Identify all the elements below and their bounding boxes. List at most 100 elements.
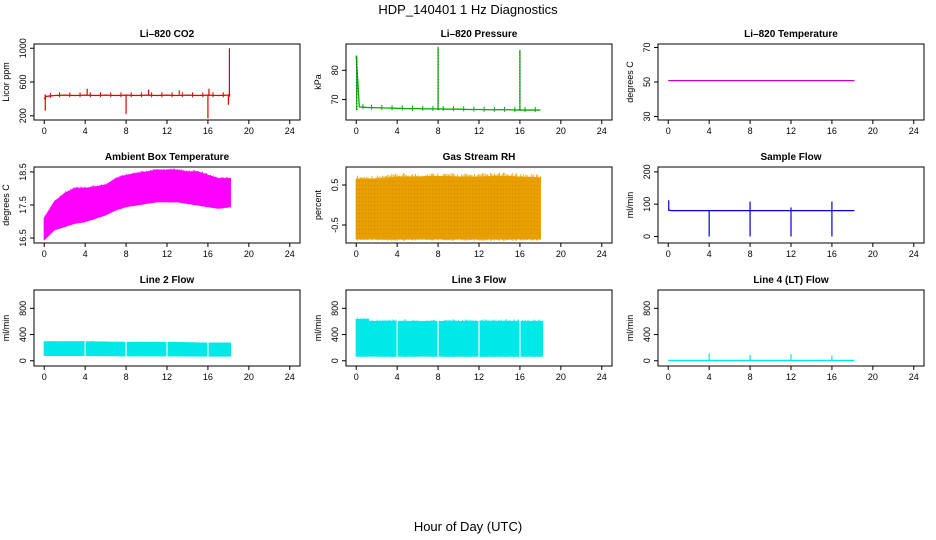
panel-title: Ambient Box Temperature bbox=[105, 152, 230, 163]
x-tick-label: 4 bbox=[707, 372, 712, 382]
x-tick-label: 20 bbox=[868, 126, 878, 136]
x-tick-label: 0 bbox=[354, 126, 359, 136]
panel-title: Li–820 CO2 bbox=[140, 29, 195, 40]
panel-0: Li–820 CO2 Licor ppm 0 4 8 12 16 20 24 200 600 1000 bbox=[1, 29, 301, 136]
y-tick-label: 0.5 bbox=[330, 179, 340, 192]
x-tick-label: 4 bbox=[707, 126, 712, 136]
x-tick-label: 12 bbox=[786, 249, 796, 259]
y-tick-label: 17.5 bbox=[18, 196, 28, 214]
panel-6: Line 2 Flow ml/min 0 4 8 12 16 20 24 0 400 800 bbox=[1, 275, 301, 382]
x-tick-label: 20 bbox=[244, 249, 254, 259]
x-tick-label: 8 bbox=[124, 372, 129, 382]
data-line bbox=[43, 94, 231, 100]
panel-3: Ambient Box Temperature degrees C 0 4 8 12 16 2… bbox=[1, 152, 301, 259]
panel-ylabel: ml/min bbox=[625, 192, 635, 219]
x-tick-label: 20 bbox=[556, 249, 566, 259]
x-tick-label: 12 bbox=[474, 126, 484, 136]
plot-area bbox=[43, 48, 231, 119]
y-tick-label: 800 bbox=[330, 301, 340, 316]
x-tick-label: 12 bbox=[474, 372, 484, 382]
y-tick-label: 18.5 bbox=[18, 163, 28, 181]
y-tick-label: 400 bbox=[330, 327, 340, 342]
x-tick-label: 8 bbox=[436, 126, 441, 136]
y-tick-label: 400 bbox=[18, 327, 28, 342]
x-tick-label: 24 bbox=[909, 249, 919, 259]
y-tick-label: 0 bbox=[18, 358, 28, 363]
panel-ylabel: percent bbox=[313, 189, 323, 220]
plot-area bbox=[355, 172, 541, 241]
x-tick-label: 4 bbox=[83, 249, 88, 259]
panel-4: Gas Stream RH percent 0 4 8 12 16 20 24 -0.5 0.5 bbox=[313, 152, 613, 259]
x-tick-label: 8 bbox=[748, 126, 753, 136]
figure-xlabel: Hour of Day (UTC) bbox=[414, 519, 522, 534]
panel-title: Line 2 Flow bbox=[140, 275, 195, 286]
x-tick-label: 16 bbox=[203, 249, 213, 259]
x-tick-label: 8 bbox=[124, 249, 129, 259]
x-tick-label: 8 bbox=[748, 372, 753, 382]
x-tick-label: 4 bbox=[395, 372, 400, 382]
x-tick-label: 12 bbox=[162, 372, 172, 382]
x-tick-label: 0 bbox=[42, 372, 47, 382]
x-tick-label: 8 bbox=[436, 372, 441, 382]
y-tick-label: 0 bbox=[642, 358, 652, 363]
x-tick-label: 8 bbox=[124, 126, 129, 136]
x-tick-label: 8 bbox=[436, 249, 441, 259]
y-tick-label: 100 bbox=[642, 197, 652, 212]
y-tick-label: 1000 bbox=[18, 38, 28, 58]
panel-2: Li–820 Temperature degrees C 0 4 8 12 16 20 24 30… bbox=[625, 29, 925, 136]
y-tick-label: 200 bbox=[642, 164, 652, 179]
x-tick-label: 12 bbox=[786, 126, 796, 136]
plot-area bbox=[43, 168, 231, 241]
y-tick-label: 800 bbox=[642, 301, 652, 316]
plot-area bbox=[355, 46, 541, 113]
panel-title: Li–820 Pressure bbox=[441, 29, 518, 40]
panel-ylabel: degrees C bbox=[1, 184, 11, 226]
x-tick-label: 12 bbox=[162, 249, 172, 259]
plot-area bbox=[668, 353, 855, 362]
x-tick-label: 0 bbox=[666, 249, 671, 259]
plot-area bbox=[668, 200, 855, 237]
x-tick-label: 16 bbox=[827, 372, 837, 382]
x-tick-label: 20 bbox=[244, 126, 254, 136]
panel-7: Line 3 Flow ml/min 0 4 8 12 16 20 24 0 400 800 bbox=[313, 275, 613, 382]
x-tick-label: 20 bbox=[868, 372, 878, 382]
y-tick-label: 800 bbox=[18, 301, 28, 316]
x-tick-label: 4 bbox=[395, 126, 400, 136]
x-tick-label: 20 bbox=[244, 372, 254, 382]
x-tick-label: 12 bbox=[474, 249, 484, 259]
x-tick-label: 8 bbox=[748, 249, 753, 259]
x-tick-label: 16 bbox=[515, 126, 525, 136]
y-tick-label: 0 bbox=[642, 234, 652, 239]
x-tick-label: 16 bbox=[827, 249, 837, 259]
plot-area bbox=[355, 290, 543, 366]
x-tick-label: 16 bbox=[827, 126, 837, 136]
x-tick-label: 12 bbox=[786, 372, 796, 382]
plot-area bbox=[43, 290, 231, 366]
x-tick-label: 0 bbox=[666, 126, 671, 136]
x-tick-label: 16 bbox=[515, 249, 525, 259]
y-tick-label: 200 bbox=[18, 108, 28, 123]
y-tick-label: 80 bbox=[330, 65, 340, 75]
x-tick-label: 4 bbox=[395, 249, 400, 259]
panel-ylabel: ml/min bbox=[1, 315, 11, 342]
x-tick-label: 4 bbox=[83, 372, 88, 382]
panel-title: Li–820 Temperature bbox=[744, 29, 838, 40]
x-tick-label: 0 bbox=[666, 372, 671, 382]
x-tick-label: 20 bbox=[868, 249, 878, 259]
y-tick-label: -0.5 bbox=[330, 217, 340, 233]
x-tick-label: 24 bbox=[597, 126, 607, 136]
panel-title: Line 4 (LT) Flow bbox=[753, 275, 829, 286]
panel-ylabel: ml/min bbox=[313, 315, 323, 342]
panel-5: Sample Flow ml/min 0 4 8 12 16 20 24 0 100 200 bbox=[625, 152, 925, 259]
x-tick-label: 0 bbox=[42, 249, 47, 259]
x-tick-label: 24 bbox=[909, 126, 919, 136]
x-tick-label: 16 bbox=[515, 372, 525, 382]
x-tick-label: 24 bbox=[597, 372, 607, 382]
x-tick-label: 16 bbox=[203, 372, 213, 382]
panel-8: Line 4 (LT) Flow ml/min 0 4 8 12 16 20 24 0 400 800 bbox=[625, 275, 925, 382]
x-tick-label: 4 bbox=[707, 249, 712, 259]
y-tick-label: 70 bbox=[642, 42, 652, 52]
x-tick-label: 20 bbox=[556, 372, 566, 382]
